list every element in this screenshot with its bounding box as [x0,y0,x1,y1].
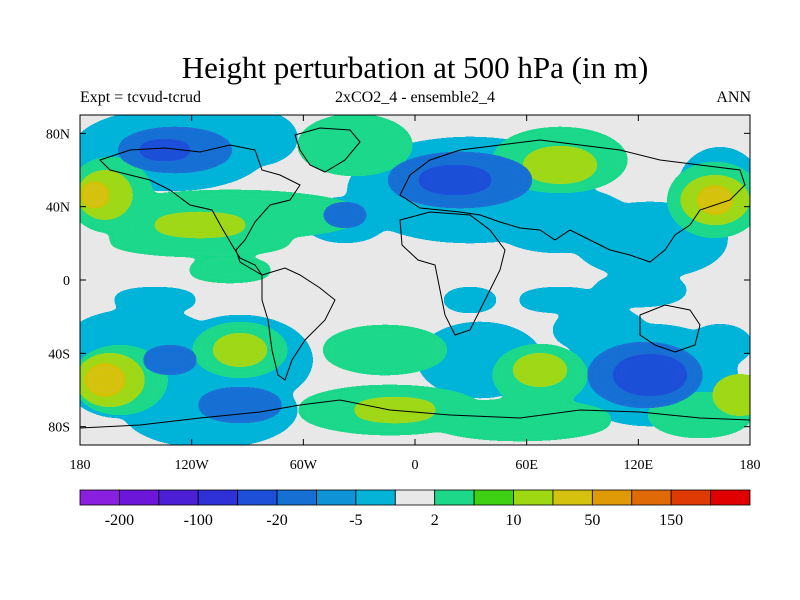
colorbar-swatch [237,489,278,506]
australia-outline [639,304,701,353]
colorbar-label: -5 [349,512,362,529]
map-title: Height perturbation at 500 hPa (in m) [181,50,649,85]
ensemble-label: 2xCO2_4 - ensemble2_4 [335,89,495,106]
colorbar-swatch [197,489,239,506]
africa-outline [399,211,506,336]
deepblue-contour-regions [140,142,685,393]
greenland-outline [294,127,361,173]
y-tick-label: 0 [63,274,70,289]
coastlines [80,127,750,429]
colorbar-swatch [434,489,475,506]
north-america-outline [99,144,301,276]
colorbar-label: -20 [266,512,287,529]
x-tick-label: 60W [290,458,318,473]
x-tick-label: 60E [515,458,538,473]
colorbar-swatch [473,489,514,506]
colorbar-swatch [276,489,317,506]
blue-contour-regions [120,130,700,420]
colorbar-swatch [631,489,672,506]
x-tick-label: 180 [70,458,91,473]
colorbar-swatch [119,489,160,506]
eurasia-outline [399,139,746,263]
colorbar: -200 -100 -20 -5 2 10 50 150 [79,489,751,529]
colorbar-label: 2 [431,512,439,529]
colorbar-swatch [710,489,751,506]
colorbar-label: -200 [105,512,134,529]
y-tick-label: 40S [48,347,70,362]
colorbar-swatch [355,489,396,506]
colorbar-swatch [513,489,554,506]
colorbar-swatch [552,489,593,506]
colorbar-swatch [591,489,633,506]
colorbar-swatch [158,489,199,506]
season-label: ANN [716,89,751,106]
y-tick-label: 80N [46,127,70,142]
colorbar-label: 50 [584,512,600,529]
colorbar-label: -100 [184,512,213,529]
south-america-outline [261,267,336,381]
x-tick-label: 120W [175,458,210,473]
x-tick-label: 120E [624,458,654,473]
colorbar-swatch [394,489,436,506]
colorbar-swatch [79,489,120,506]
y-tick-label: 40N [46,201,70,216]
x-tick-label: 0 [412,458,419,473]
x-tick-label: 180 [740,458,761,473]
colorbar-label: 150 [659,512,683,529]
map-axis-ticks: 180 120W 60W 0 60E 120E 180 80N 40N 0 40S 80S [46,115,761,473]
y-tick-label: 80S [48,421,70,436]
gold-contour-regions [83,184,731,394]
colorbar-swatch [670,489,711,506]
experiment-label: Expt = tcvud-tcrud [80,89,201,106]
antarctica-outline [80,399,750,429]
colorbar-swatch [316,489,357,506]
yellowgreen-contour-regions [80,149,750,420]
colorbar-label: 10 [506,512,522,529]
